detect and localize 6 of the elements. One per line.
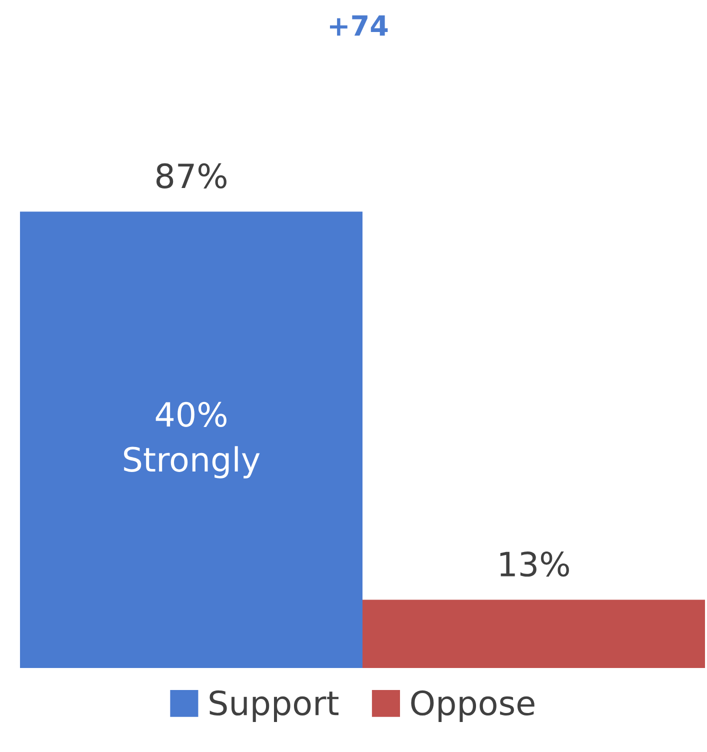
annotation: 40% Strongly [124, 402, 260, 478]
data-label: 87% [156, 163, 226, 189]
legend-label: Oppose [411, 690, 534, 722]
text: +74 [330, 15, 388, 36]
data-label: 13% [500, 551, 569, 577]
legend-label: Support [210, 690, 338, 722]
